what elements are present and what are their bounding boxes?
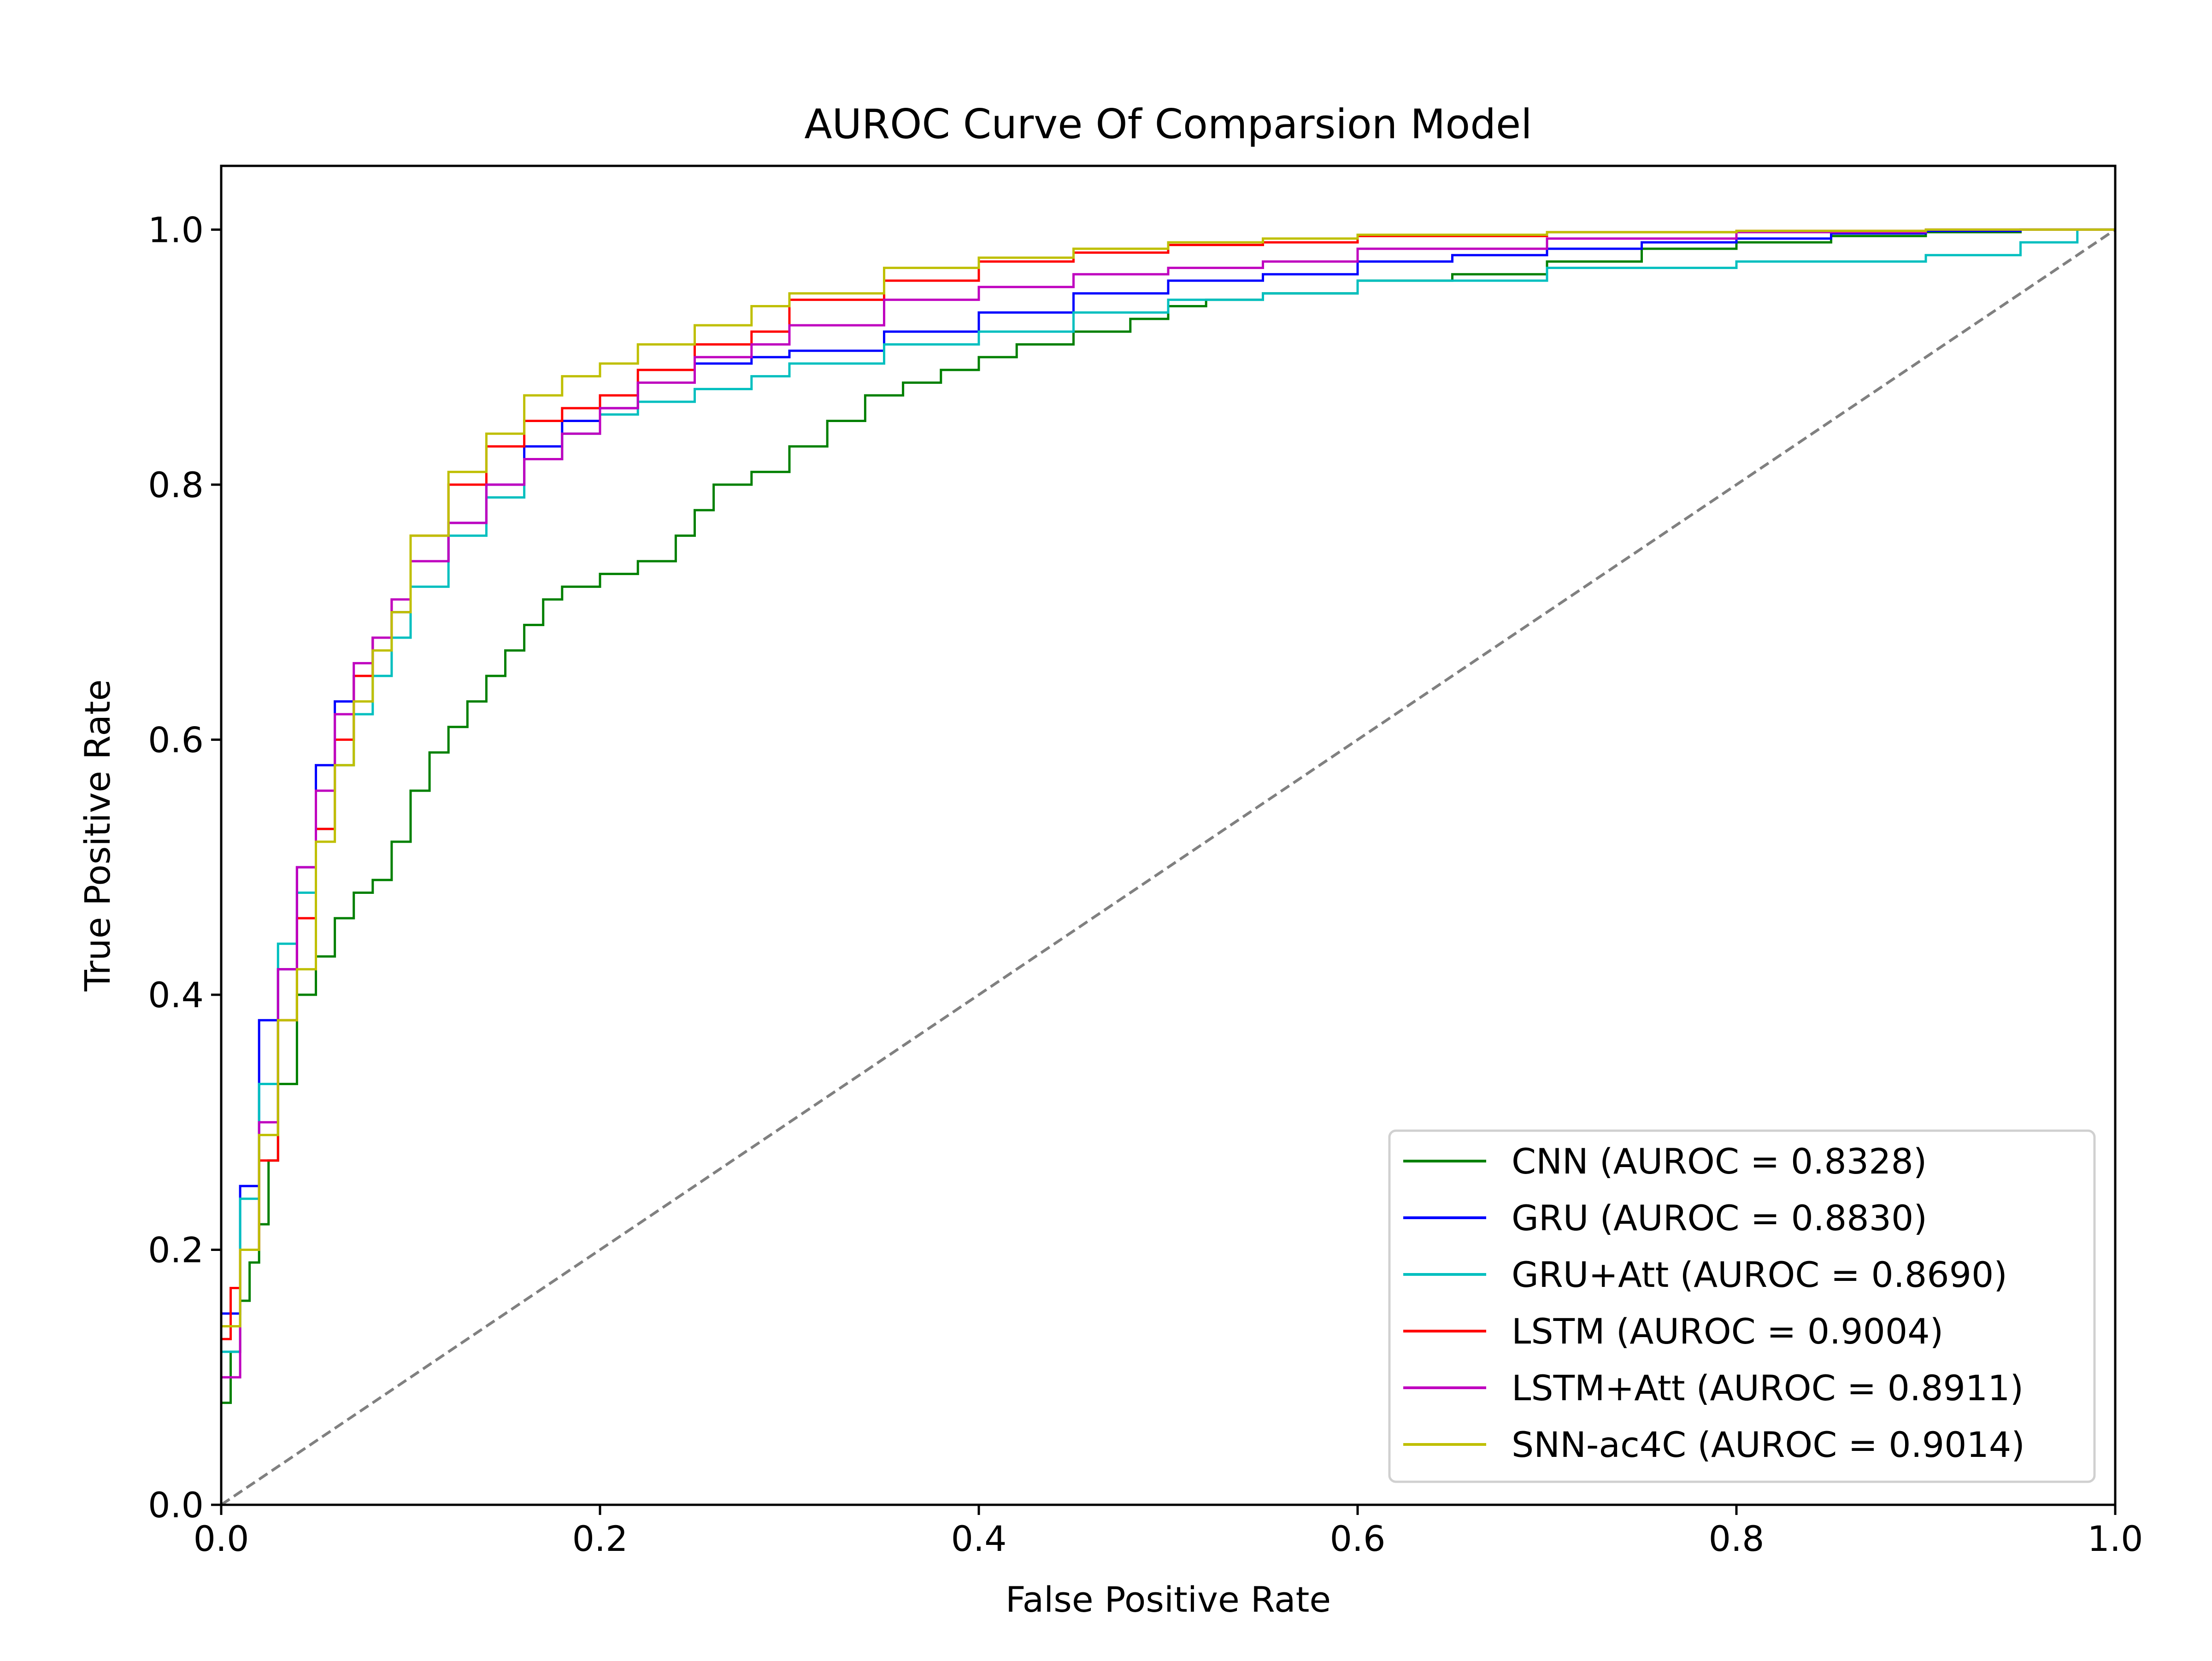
y-tick-label: 0.0: [148, 1485, 204, 1526]
x-tick-label: 0.6: [1330, 1518, 1386, 1559]
x-tick-label: 1.0: [2088, 1518, 2143, 1559]
y-tick-label: 0.8: [148, 464, 204, 505]
y-axis-label: True Positive Rate: [77, 680, 118, 992]
y-tick-label: 0.4: [148, 974, 204, 1015]
series-layer: [220, 228, 2115, 1505]
x-tick-label: 0.0: [194, 1518, 249, 1559]
y-tick-label: 0.2: [148, 1229, 204, 1270]
legend-label: CNN (AUROC = 0.8328): [1512, 1141, 1927, 1182]
y-tick-label: 1.0: [148, 209, 204, 250]
reference-layer: [220, 228, 2116, 1506]
legend-items: CNN (AUROC = 0.8328) GRU (AUROC = 0.8830)…: [1403, 1141, 2025, 1465]
legend-frame: [1388, 1129, 2096, 1483]
x-axis-ticks: 0.0 0.2 0.4 0.6 0.8 1.0: [194, 1505, 2143, 1559]
legend-label: LSTM+Att (AUROC = 0.8911): [1512, 1368, 2024, 1409]
legend-label: GRU (AUROC = 0.8830): [1512, 1197, 1927, 1238]
y-tick-label: 0.6: [148, 719, 204, 760]
y-axis-ticks: 0.0 0.2 0.4 0.6 0.8 1.0: [148, 209, 221, 1526]
legend-label: GRU+Att (AUROC = 0.8690): [1512, 1254, 2007, 1295]
x-tick-label: 0.8: [1709, 1518, 1765, 1559]
chart-title: AUROC Curve Of Comparsion Model: [804, 100, 1532, 148]
chance-diagonal-line: [220, 228, 2116, 1506]
plot-frame: [220, 164, 2117, 1506]
legend: CNN (AUROC = 0.8328) GRU (AUROC = 0.8830)…: [1388, 1129, 2096, 1483]
series-line-4: [220, 228, 2115, 1505]
legend-label: LSTM (AUROC = 0.9004): [1512, 1311, 1943, 1352]
series-line-5: [220, 228, 2115, 1505]
x-tick-label: 0.4: [951, 1518, 1007, 1559]
x-axis-label: False Positive Rate: [1006, 1579, 1331, 1620]
x-tick-label: 0.2: [572, 1518, 628, 1559]
legend-label: SNN-ac4C (AUROC = 0.9014): [1512, 1424, 2025, 1465]
